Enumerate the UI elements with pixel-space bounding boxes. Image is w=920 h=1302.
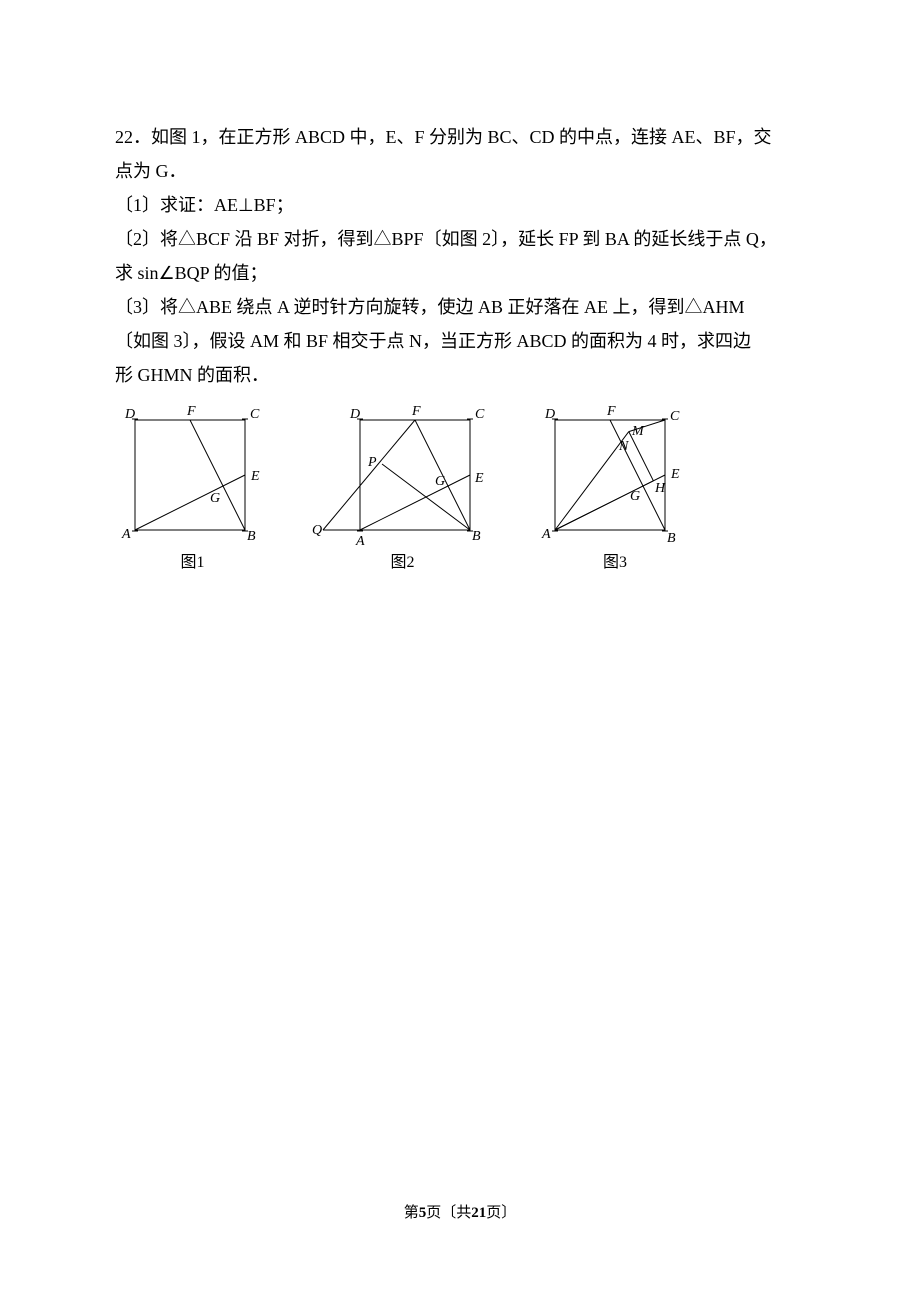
- label-A: A: [355, 534, 365, 549]
- part-2-line-2: 求 sin∠BQP 的值；: [115, 256, 805, 290]
- figure-1-caption: 图1: [180, 548, 204, 572]
- footer-suffix: 页〕: [486, 1205, 516, 1221]
- label-F: F: [606, 404, 616, 419]
- label-A: A: [121, 527, 131, 542]
- label-H: H: [654, 481, 666, 496]
- figure-2-svg: D F C P G E Q A B: [310, 400, 495, 550]
- part-3-line-1: 〔3〕将△ABE 绕点 A 逆时针方向旋转，使边 AB 正好落在 AE 上，得到…: [115, 290, 805, 324]
- figure-1: D F C E G A B 图1: [115, 400, 270, 572]
- label-G: G: [210, 491, 220, 506]
- label-Q: Q: [312, 523, 322, 538]
- label-C: C: [475, 407, 485, 422]
- label-B: B: [667, 531, 676, 546]
- problem-block: 22．如图 1，在正方形 ABCD 中，E、F 分别为 BC、CD 的中点，连接…: [115, 120, 805, 572]
- label-E: E: [670, 467, 680, 482]
- label-P: P: [367, 455, 377, 470]
- label-D: D: [124, 407, 135, 422]
- stem-line-1: 22．如图 1，在正方形 ABCD 中，E、F 分别为 BC、CD 的中点，连接…: [115, 120, 805, 154]
- label-C: C: [670, 409, 680, 424]
- figure-3-caption: 图3: [603, 548, 627, 572]
- part-3-line-3: 形 GHMN 的面积．: [115, 358, 805, 392]
- label-D: D: [544, 407, 555, 422]
- page-footer: 第5页〔共21页〕: [0, 1201, 920, 1222]
- label-G: G: [435, 474, 445, 489]
- label-B: B: [247, 529, 256, 544]
- figures-row: D F C E G A B 图1: [115, 400, 805, 572]
- part-3-line-2: 〔如图 3〕，假设 AM 和 BF 相交于点 N，当正方形 ABCD 的面积为 …: [115, 324, 805, 358]
- figure-3-svg: D F C M N E H G A B: [535, 400, 695, 550]
- label-E: E: [474, 471, 484, 486]
- part-1: 〔1〕求证：AE⊥BF；: [115, 188, 805, 222]
- label-A: A: [541, 527, 551, 542]
- footer-total: 21: [471, 1205, 486, 1221]
- label-F: F: [411, 404, 421, 419]
- figure-3: D F C M N E H G A B 图3: [535, 400, 695, 572]
- footer-mid: 页〔共: [426, 1205, 471, 1221]
- label-B: B: [472, 529, 481, 544]
- figure-2: D F C P G E Q A B 图2: [310, 400, 495, 572]
- figure-2-caption: 图2: [390, 548, 414, 572]
- label-C: C: [250, 407, 260, 422]
- label-F: F: [186, 404, 196, 419]
- label-N: N: [618, 439, 629, 454]
- footer-prefix: 第: [404, 1205, 419, 1221]
- figure-1-svg: D F C E G A B: [115, 400, 270, 550]
- part-2-line-1: 〔2〕将△BCF 沿 BF 对折，得到△BPF〔如图 2〕，延长 FP 到 BA…: [115, 222, 805, 256]
- label-D: D: [349, 407, 360, 422]
- label-E: E: [250, 469, 260, 484]
- label-M: M: [631, 424, 645, 439]
- stem-line-2: 点为 G．: [115, 154, 805, 188]
- label-G: G: [630, 489, 640, 504]
